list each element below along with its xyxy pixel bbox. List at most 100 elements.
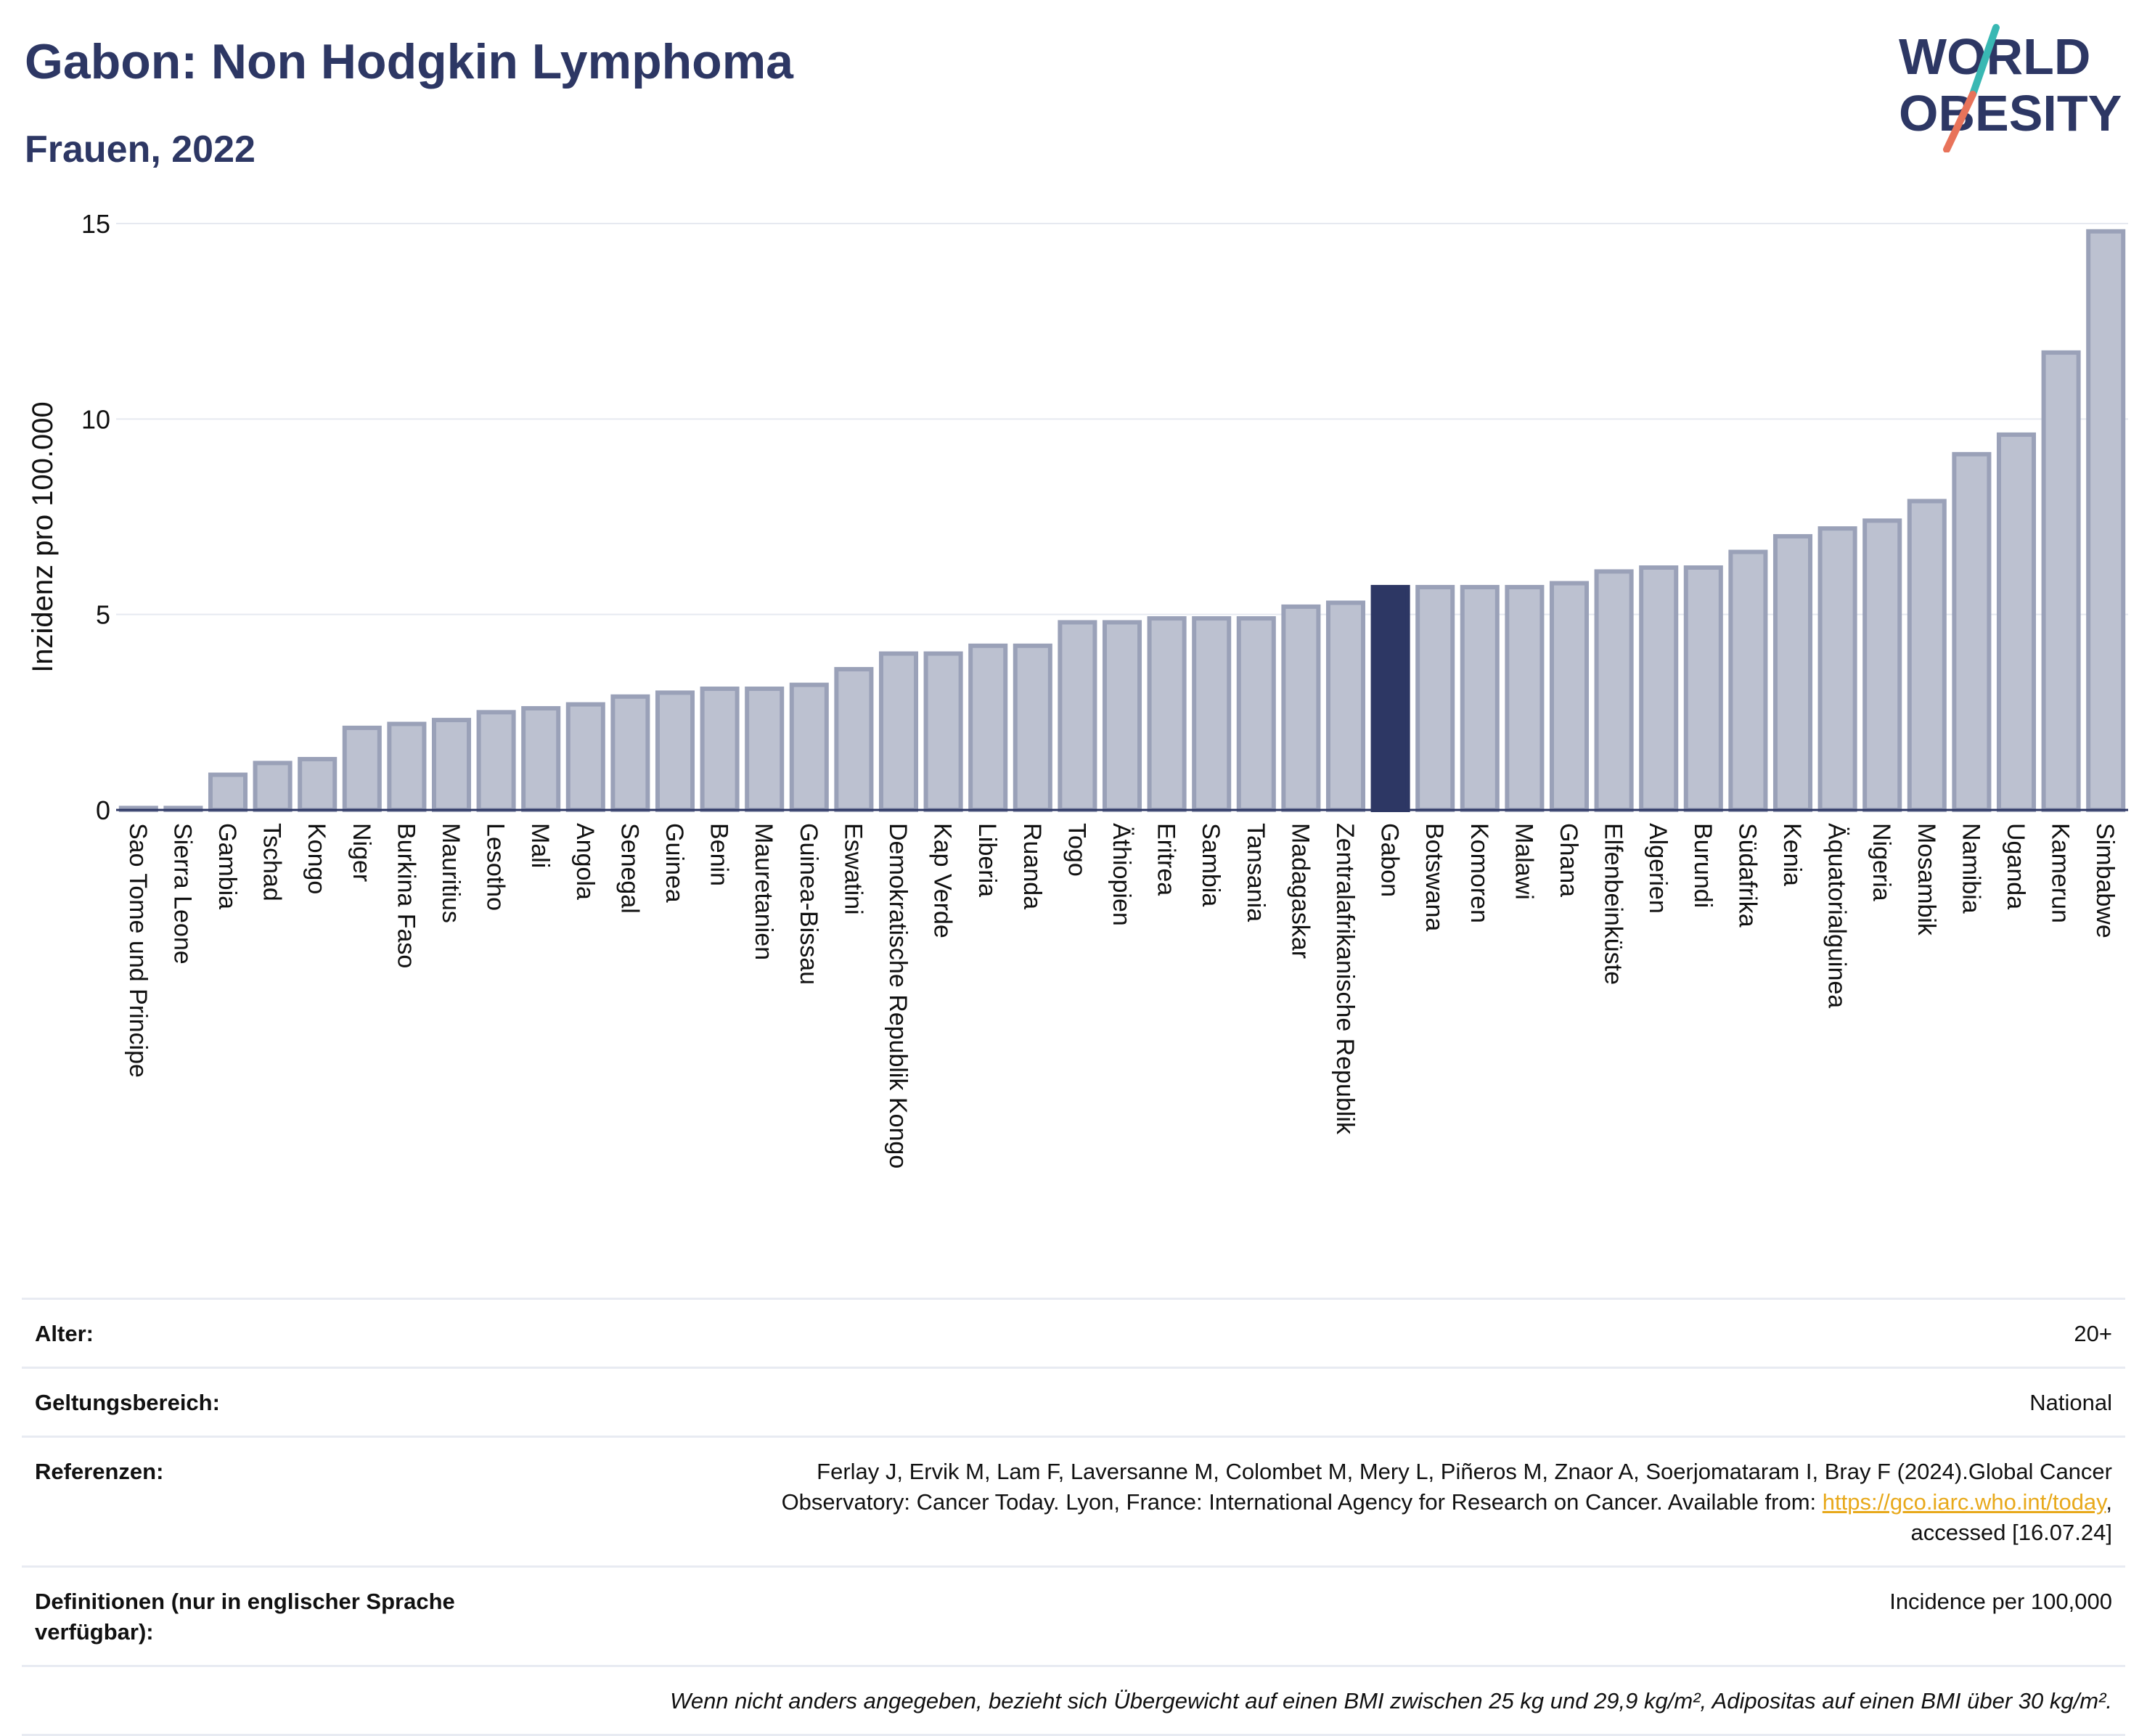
- bar-liberia: [968, 643, 1008, 813]
- info-row-scope: Geltungsbereich: National: [22, 1367, 2125, 1436]
- bar-zentralafrikanische-republik: [1325, 600, 1366, 812]
- chart-subtitle: Frauen, 2022: [25, 128, 255, 171]
- x-axis-labels: Sao Tome und Principe Sierra Leone Gambia T…: [124, 823, 2119, 1168]
- x-tick-label: Mosambik: [1913, 823, 1940, 936]
- bar-botswana: [1415, 584, 1455, 813]
- x-tick-label: Nigeria: [1868, 823, 1895, 901]
- x-tick-label: Simbabwe: [2091, 823, 2119, 938]
- bar-mali: [521, 705, 561, 812]
- bar-eritrea: [1147, 616, 1187, 812]
- bar-elfenbeinküste: [1594, 569, 1634, 812]
- x-tick-label: Malawi: [1510, 823, 1537, 900]
- x-tick-label: Ruanda: [1018, 823, 1046, 909]
- logo-slash-top-icon: [1969, 24, 2000, 98]
- bar-mauritius: [431, 718, 472, 813]
- bar-chart: 0 5 10 15 Sao Tome und Principe Sierra Leone…: [27, 209, 2128, 1168]
- bar-uganda: [1996, 432, 2037, 812]
- x-tick-label: Algerien: [1644, 823, 1672, 914]
- x-tick-label: Kenia: [1778, 823, 1806, 886]
- x-tick-label: Äquatorialguinea: [1823, 823, 1851, 1008]
- x-tick-label: Äthiopien: [1108, 823, 1135, 926]
- bar-lesotho: [476, 710, 516, 812]
- info-row-age: Alter: 20+: [22, 1298, 2125, 1367]
- bar-südafrika: [1728, 549, 1768, 812]
- x-tick-label: Sambia: [1197, 823, 1224, 906]
- bar-tansania: [1236, 616, 1276, 812]
- x-tick-label: Guinea-Bissau: [795, 823, 822, 985]
- y-tick-label: 0: [96, 795, 110, 825]
- info-label-definitions: Definitionen (nur in englischer Sprache …: [35, 1589, 455, 1645]
- logo-line2: OBESITY: [1899, 85, 2122, 142]
- y-axis-ticks: 0 5 10 15: [81, 209, 110, 825]
- bmi-note: Wenn nicht anders angegeben, bezieht sic…: [670, 1688, 2112, 1714]
- bar-kamerun: [2041, 350, 2081, 812]
- info-row-references: Referenzen: Ferlay J, Ervik M, Lam F, La…: [22, 1436, 2125, 1565]
- info-row-definitions: Definitionen (nur in englischer Sprache …: [22, 1565, 2125, 1665]
- x-tick-label: Demokratische Republik Kongo: [884, 823, 912, 1168]
- x-tick-label: Eritrea: [1153, 823, 1180, 896]
- info-value-references: Ferlay J, Ervik M, Lam F, Laversanne M, …: [782, 1457, 2112, 1548]
- bar-äthiopien: [1102, 620, 1142, 812]
- y-tick-label: 10: [81, 404, 110, 434]
- x-tick-label: Angola: [571, 823, 599, 900]
- bar-benin: [700, 687, 740, 812]
- x-tick-label: Eswatini: [839, 823, 867, 915]
- info-value-scope: National: [2029, 1390, 2112, 1415]
- reference-text-3: ,: [2106, 1489, 2112, 1515]
- x-tick-label: Tschad: [258, 823, 286, 901]
- bar-ghana: [1549, 581, 1590, 812]
- bar-nigeria: [1862, 518, 1902, 812]
- bar-angola: [565, 702, 605, 812]
- x-tick-label: Lesotho: [482, 823, 510, 911]
- bar-senegal: [610, 694, 650, 813]
- x-tick-label: Burkina Faso: [392, 823, 420, 968]
- x-tick-label: Liberia: [973, 823, 1001, 897]
- bar-kongo: [298, 756, 338, 813]
- x-tick-label: Gambia: [213, 823, 241, 909]
- bar-äquatorialguinea: [1817, 526, 1857, 812]
- reference-text-2: Observatory: Cancer Today. Lyon, France:…: [781, 1489, 1823, 1515]
- x-tick-label: Botswana: [1420, 823, 1448, 931]
- x-tick-label: Komoren: [1465, 823, 1493, 923]
- chart-title: Gabon: Non Hodgkin Lymphoma: [25, 34, 793, 89]
- x-tick-label: Burundi: [1689, 823, 1717, 908]
- x-tick-label: Kongo: [303, 823, 330, 894]
- bar-gambia: [208, 772, 248, 813]
- y-tick-label: 15: [81, 209, 110, 239]
- bar-madagaskar: [1281, 604, 1321, 812]
- x-tick-label: Mauretanien: [750, 823, 777, 960]
- x-tick-label: Kamerun: [2047, 823, 2074, 923]
- info-table: Alter: 20+ Geltungsbereich: National Ref…: [22, 1298, 2125, 1736]
- bar-algerien: [1639, 565, 1679, 812]
- x-tick-label: Uganda: [2002, 823, 2029, 909]
- x-tick-label: Ghana: [1555, 823, 1582, 897]
- x-tick-label: Tansania: [1242, 823, 1269, 922]
- info-value-definitions: Incidence per 100,000: [1889, 1589, 2112, 1614]
- x-tick-label: Benin: [706, 823, 733, 886]
- x-tick-label: Mali: [526, 823, 554, 868]
- reference-link[interactable]: https://gco.iarc.who.int/today: [1822, 1489, 2106, 1515]
- bar-tschad: [253, 761, 293, 812]
- x-tick-label: Sierra Leone: [168, 823, 196, 965]
- x-tick-label: Guinea: [661, 823, 688, 903]
- bar-guinea: [655, 690, 695, 813]
- y-axis-label: Inzidenz pro 100.000: [27, 401, 59, 673]
- info-label-age: Alter:: [35, 1321, 94, 1346]
- bars: [118, 229, 2126, 813]
- x-tick-label: Elfenbeinküste: [1600, 823, 1627, 985]
- bar-komoren: [1460, 584, 1500, 813]
- bar-namibia: [1952, 451, 1992, 813]
- x-tick-label: Sao Tome und Principe: [124, 823, 152, 1078]
- bar-niger: [342, 725, 382, 813]
- bar-simbabwe: [2086, 229, 2126, 813]
- bar-togo: [1058, 620, 1097, 812]
- bar-sambia: [1192, 616, 1232, 812]
- x-tick-label: Namibia: [1957, 823, 1984, 914]
- bar-kenia: [1772, 533, 1813, 813]
- bar-mauretanien: [745, 687, 785, 812]
- x-tick-label: Mauritius: [437, 823, 465, 923]
- bar-burundi: [1683, 565, 1723, 812]
- info-label-scope: Geltungsbereich:: [35, 1390, 220, 1415]
- world-obesity-logo: WORLD OBESITY: [1899, 24, 2122, 152]
- x-tick-label: Südafrika: [1733, 823, 1761, 928]
